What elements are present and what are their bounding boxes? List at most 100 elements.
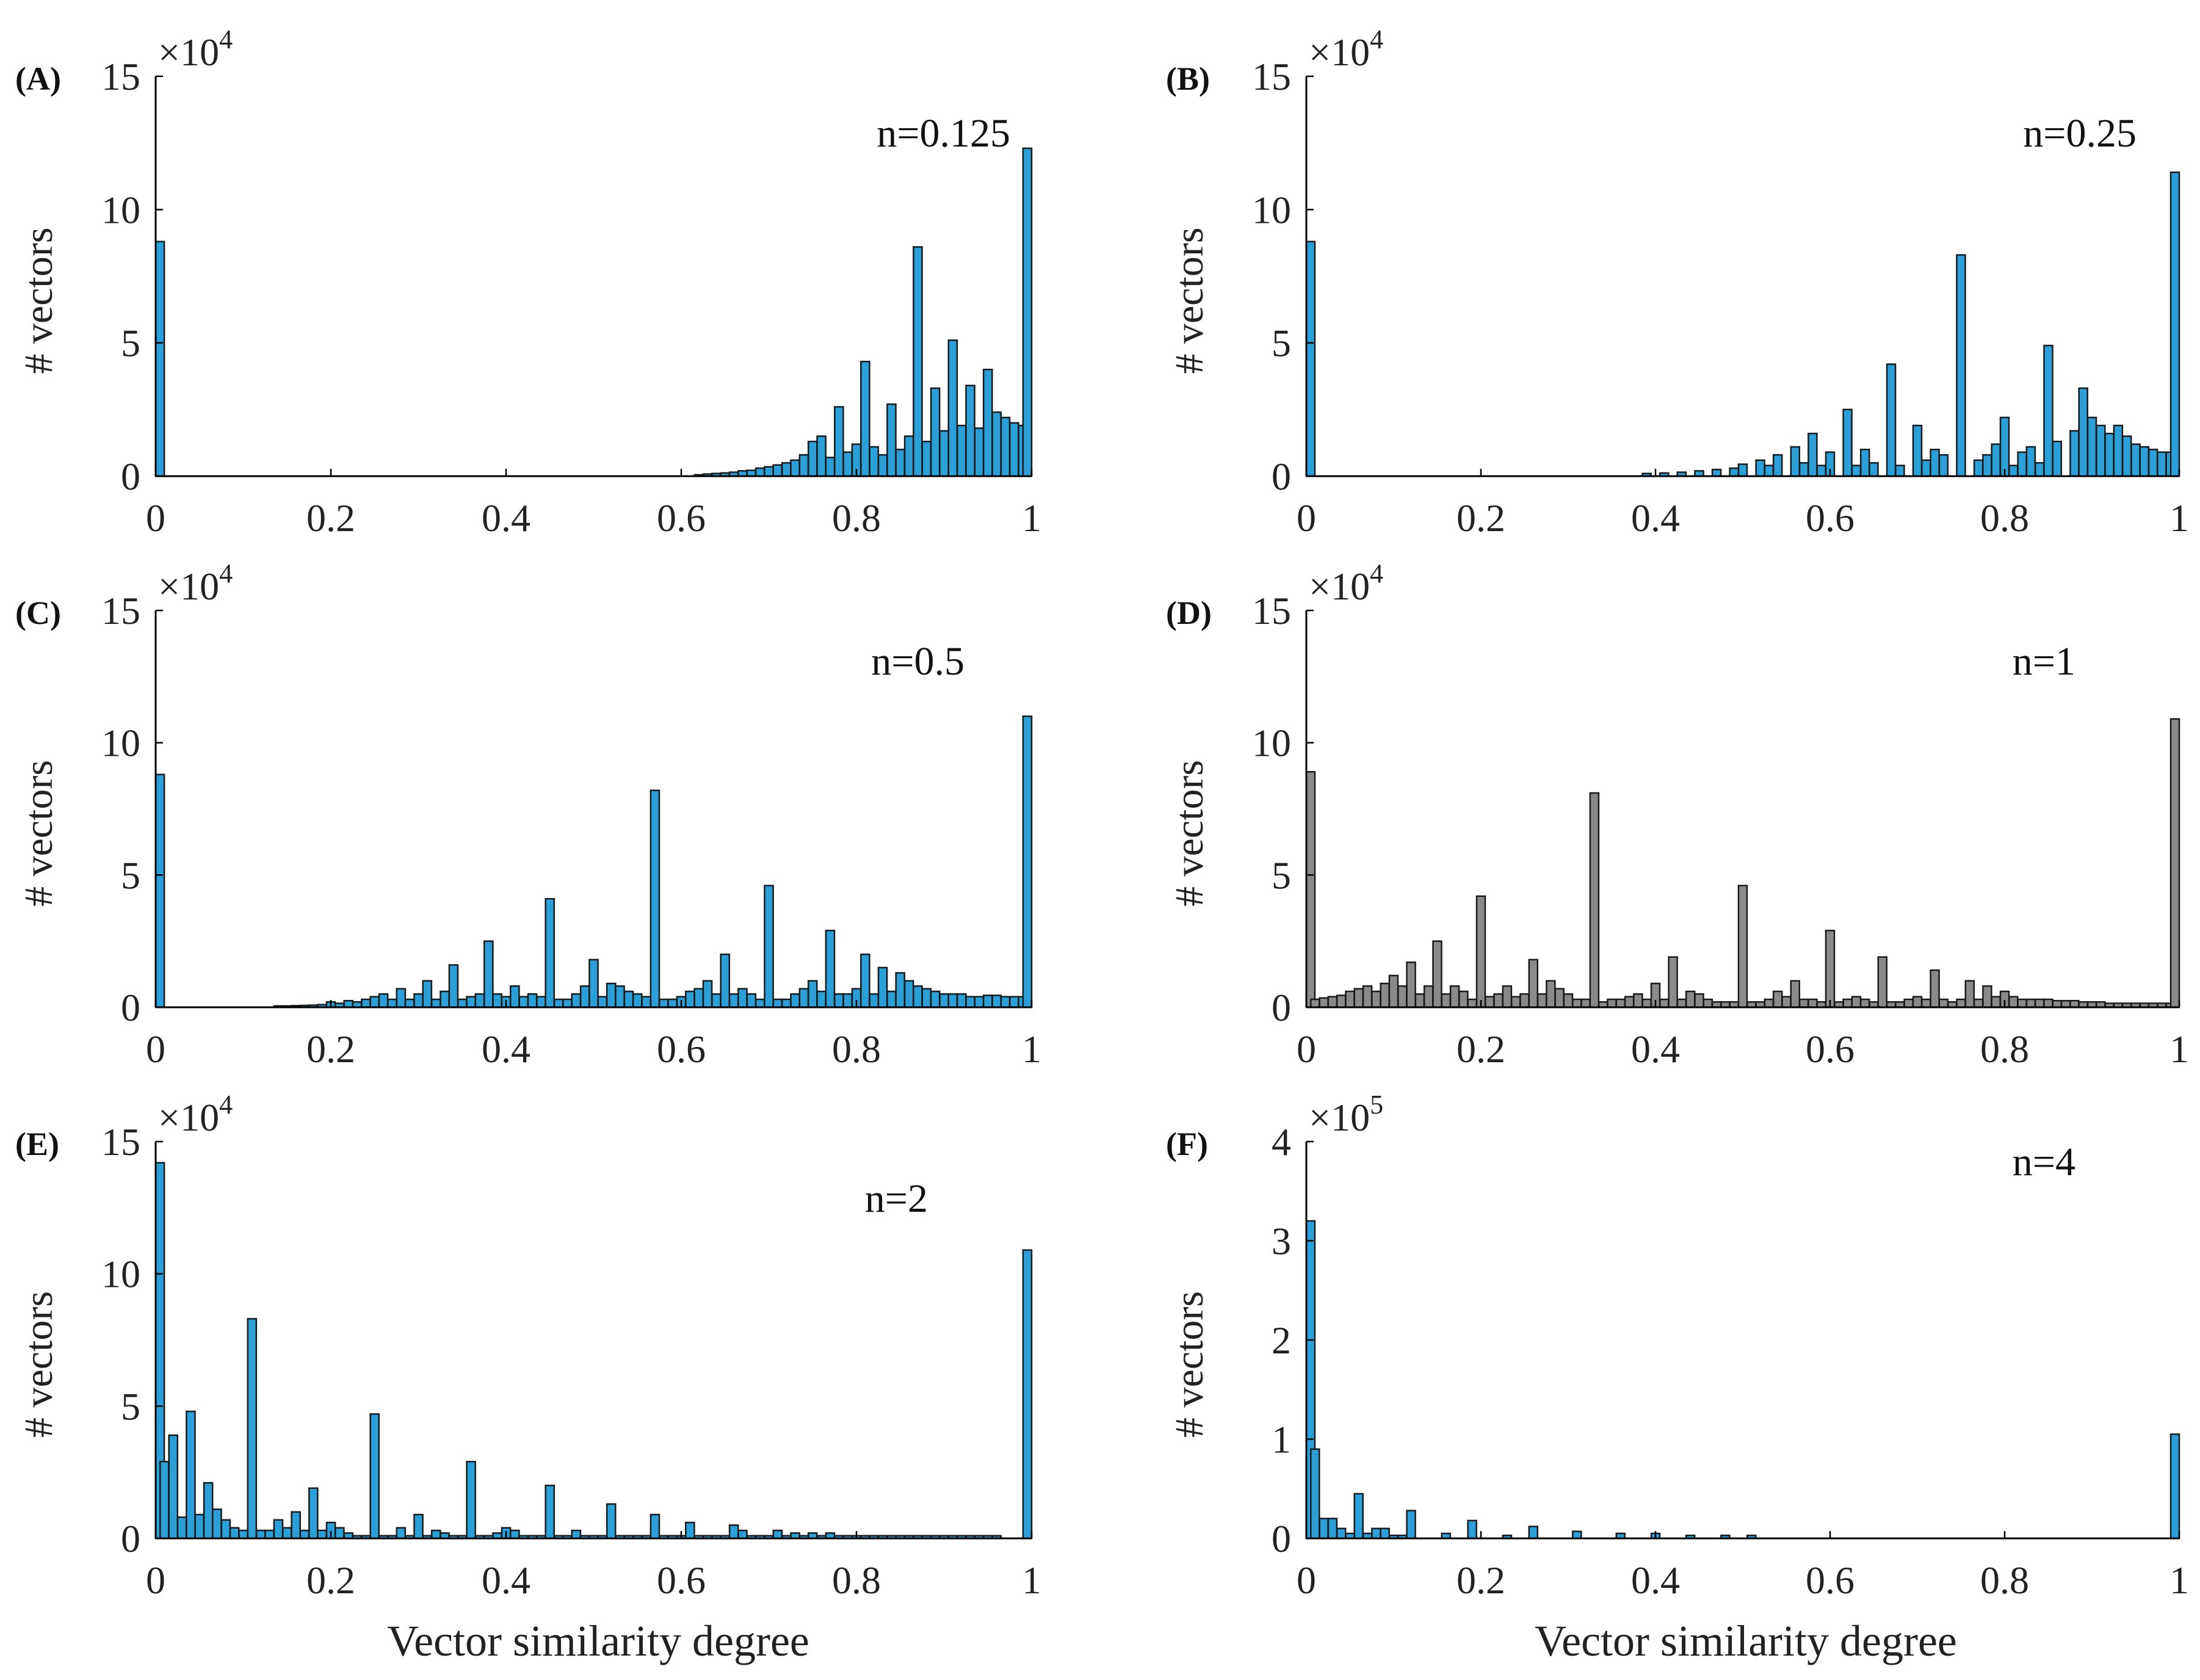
y-tick-label: 0 (121, 986, 140, 1029)
bar (571, 1529, 582, 1540)
bar (1798, 998, 1809, 1008)
bar (1859, 449, 1870, 477)
x-axis-label-right: Vector similarity degree (1535, 1617, 1957, 1665)
chart-panel-f: 0 0.2 0.4 0.6 0.8 1 0 1 2 3 4 (F) ×105 # vectors n=4 (1166, 1090, 2189, 1602)
bar (1000, 996, 1011, 1008)
bar (1956, 998, 1966, 1008)
y-tick-label: 15 (1252, 55, 1291, 98)
bar (1485, 996, 1495, 1008)
bar (877, 454, 888, 477)
bar (869, 446, 880, 477)
bar (947, 339, 958, 477)
panel-annotation: n=1 (2013, 639, 2075, 684)
bar (308, 1487, 319, 1540)
bar (764, 885, 774, 1008)
bar (974, 996, 985, 1008)
bar (720, 954, 731, 1008)
panel-annotation: n=0.25 (2023, 111, 2137, 156)
bar (492, 993, 502, 1008)
bar (860, 360, 870, 477)
y-tick-label: 15 (1252, 589, 1291, 632)
bar (1790, 446, 1801, 477)
bar (991, 411, 1002, 477)
bar (842, 451, 853, 477)
bar (939, 430, 949, 477)
x-tick-label: 1 (1022, 1559, 1041, 1602)
bar (834, 406, 844, 477)
bar (588, 958, 599, 1008)
bar (1877, 956, 1888, 1008)
bar (772, 1529, 783, 1540)
x-tick-label: 0.2 (1456, 1559, 1505, 1602)
bar (1859, 998, 1870, 1008)
bar (693, 988, 704, 1008)
bar (886, 990, 897, 1008)
x-tick-label: 1 (2169, 1027, 2189, 1071)
y-tick-label: 5 (1272, 853, 1291, 897)
x-tick-label: 0.4 (482, 1559, 530, 1602)
bar (913, 985, 923, 1008)
bar (1755, 459, 1765, 477)
bar (536, 996, 546, 1008)
bar (1414, 993, 1425, 1008)
bar (956, 993, 967, 1008)
bar (1305, 241, 1316, 477)
bar (2113, 424, 2124, 477)
bar (2069, 430, 2080, 477)
bar (2017, 998, 2027, 1008)
x-tick-label: 0.6 (657, 496, 706, 540)
bar (825, 457, 836, 477)
bar (1310, 998, 1320, 1008)
x-tick-label: 0.4 (482, 496, 530, 540)
bar (790, 459, 800, 477)
y-tick-label: 5 (1272, 322, 1291, 365)
bar (1912, 424, 1923, 477)
bar (1475, 895, 1486, 1008)
bar (790, 993, 800, 1008)
bar (1406, 961, 1416, 1008)
bar (448, 964, 459, 1008)
bar (781, 998, 792, 1008)
bar (413, 993, 424, 1008)
y-tick-label: 4 (1272, 1120, 1291, 1164)
y-multiplier-label: ×104 (1309, 24, 1383, 74)
bar (1869, 462, 1879, 477)
bar (746, 993, 757, 1008)
bar (168, 1434, 179, 1540)
x-tick-label: 1 (1022, 1027, 1041, 1071)
bar (1938, 454, 1949, 477)
bar (154, 773, 165, 1008)
bar (1327, 1518, 1338, 1540)
x-tick-label: 0.2 (1456, 496, 1505, 540)
x-tick-label: 0 (146, 1027, 165, 1071)
bar (1633, 993, 1643, 1008)
bar (579, 985, 590, 1008)
y-tick-label: 0 (121, 1517, 140, 1560)
bar (991, 994, 1002, 1008)
bar (1353, 988, 1364, 1008)
y-axis-label: # vectors (16, 1291, 61, 1438)
bar (1353, 1493, 1364, 1540)
bar (1851, 465, 1862, 477)
bar (1563, 993, 1574, 1008)
bar (754, 467, 765, 477)
bar (1319, 1518, 1329, 1540)
bar (317, 1529, 327, 1540)
bar (1022, 715, 1033, 1008)
bar (1772, 454, 1783, 477)
bar (798, 988, 809, 1008)
bar (1772, 990, 1783, 1008)
bar (816, 435, 827, 477)
bar (1345, 990, 1355, 1008)
bar (869, 993, 880, 1008)
bar (369, 996, 380, 1008)
x-tick-label: 0.8 (832, 496, 881, 540)
bar (2169, 718, 2180, 1008)
bar (913, 246, 923, 477)
bar (1009, 996, 1019, 1008)
y-tick-label: 0 (1272, 986, 1291, 1029)
bar (413, 1513, 424, 1540)
x-tick-label: 0.8 (832, 1559, 881, 1602)
